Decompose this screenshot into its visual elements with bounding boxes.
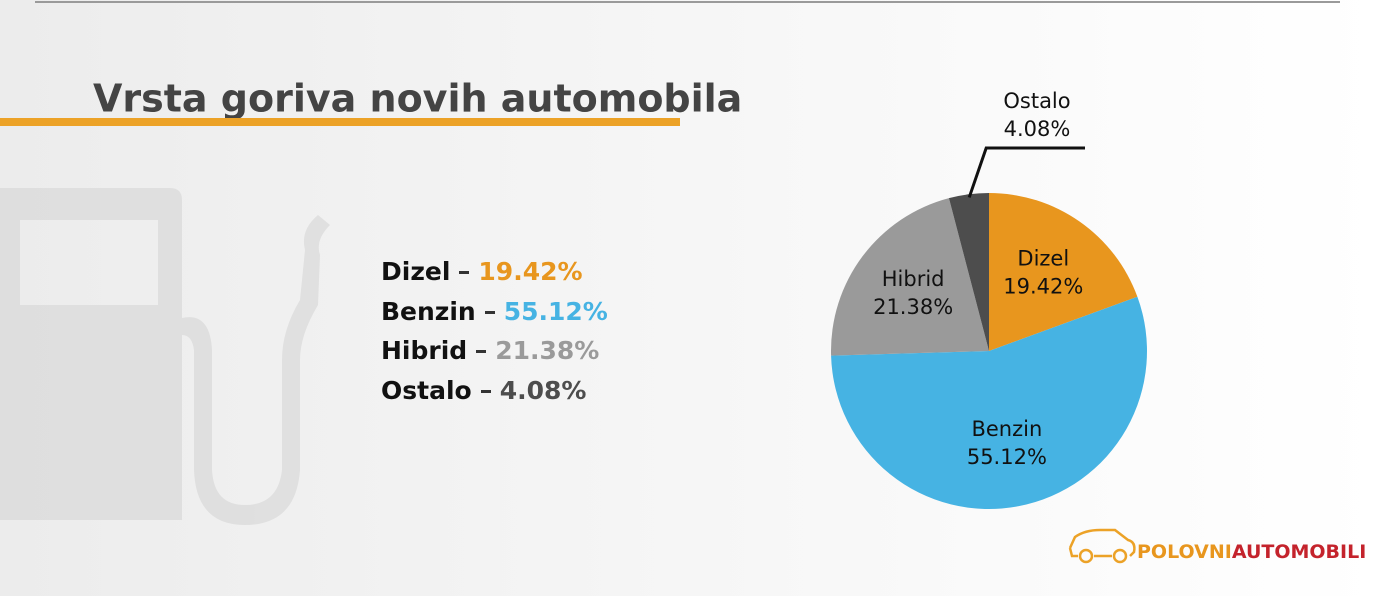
legend-name: Ostalo	[381, 375, 472, 405]
legend-dash	[484, 310, 495, 314]
logo-text: POLOVNIAUTOMOBILI	[1137, 541, 1366, 563]
logo-car	[1068, 528, 1136, 558]
legend-value: 55.12%	[503, 296, 608, 326]
pie-slice	[831, 296, 1147, 509]
slice-value: 21.38%	[873, 295, 953, 319]
slice-value: 19.42%	[1003, 274, 1083, 298]
slice-label: Ostalo	[1003, 89, 1070, 113]
legend-dash	[476, 350, 487, 354]
legend-name: Hibrid	[381, 336, 468, 366]
legend-value: 19.42%	[478, 257, 583, 287]
legend-name: Benzin	[381, 296, 476, 326]
slice-value: 4.08%	[1004, 117, 1071, 141]
pie-slice	[948, 193, 989, 351]
logo-first: POLOVNI	[1137, 541, 1232, 563]
legend-dash	[480, 389, 491, 393]
slice-value: 55.12%	[967, 445, 1047, 469]
slice-label: Benzin	[971, 417, 1042, 441]
leader-line	[967, 146, 1085, 198]
legend-item: Benzin 55.12%	[381, 292, 608, 332]
logo-second: AUTOMOBILI	[1232, 541, 1366, 563]
pie-slice	[831, 198, 989, 356]
slice-label: Hibrid	[882, 267, 945, 291]
legend-value: 4.08%	[499, 375, 587, 405]
logo-wheel	[1078, 548, 1094, 564]
legend-name: Dizel	[381, 257, 451, 287]
logo: POLOVNIAUTOMOBILI	[1068, 528, 1366, 564]
legend-item: Hibrid 21.38%	[381, 331, 608, 371]
legend-dash	[459, 271, 470, 275]
pie: Dizel 19.42% Benzin 55.12% Hibrid 21.38% Ostal…	[831, 89, 1147, 509]
legend-value: 21.38%	[495, 336, 600, 366]
legend-item: Dizel 19.42%	[381, 252, 608, 292]
legend: Dizel 19.42% Benzin 55.12% Hibrid 21.38% Ostal…	[381, 252, 608, 410]
title-underline	[0, 118, 680, 126]
chart-title: Vrsta goriva novih automobila	[93, 77, 742, 121]
pump-icon	[0, 188, 330, 525]
logo-wheel	[1112, 548, 1128, 564]
slice-label: Dizel	[1017, 246, 1069, 270]
legend-item: Ostalo 4.08%	[381, 371, 608, 411]
pie-slice	[989, 193, 1138, 351]
